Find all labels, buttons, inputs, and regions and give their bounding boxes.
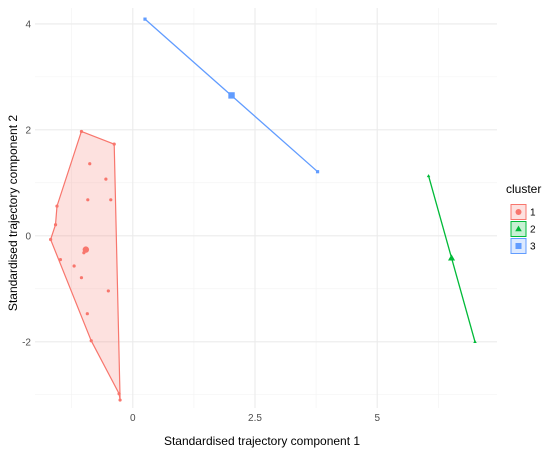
cluster-1-point [89,339,93,343]
grid [35,8,497,408]
cluster-hulls [49,18,476,401]
cluster-1-point [106,289,110,293]
cluster-1-point [53,223,58,227]
cluster-1-point [109,198,113,202]
cluster-1-point [112,142,116,146]
cluster-2-centroid [448,254,456,261]
cluster-1-point [49,237,53,242]
cluster-1-point [88,162,92,166]
tick-labels: 0 2.5 5 -2 0 2 4 [22,19,380,424]
legend-marker-1 [515,209,522,215]
cluster-1-point [85,312,89,316]
cluster-3-point [315,170,320,174]
legend-marker-3 [515,243,522,249]
cluster-1-point [79,276,84,280]
legend-label-3: 3 [530,242,536,253]
x-tick-label: 0 [130,413,136,424]
cluster-1-point [58,258,63,262]
cluster-1-point [86,198,90,202]
cluster-1-hull [49,130,121,401]
cluster-centroids [82,92,456,261]
legend-title: cluster [506,182,541,196]
data-points [49,17,477,402]
x-tick-label: 2.5 [248,413,262,424]
y-tick-label: -2 [22,337,31,348]
cluster-2-point [473,339,477,343]
y-tick-label: 2 [25,125,31,136]
legend-label-2: 2 [530,225,536,236]
cluster-2-point [426,174,431,178]
cluster-3-centroid [228,92,235,99]
cluster-1-point [104,177,108,181]
cluster-1-point [72,264,76,268]
cluster-1-point [55,204,59,208]
legend-label-1: 1 [530,208,536,219]
y-tick-label: 4 [25,19,31,30]
cluster-1-point [118,398,122,402]
cluster-1-point [79,129,84,134]
cluster-1-centroid [82,246,90,253]
y-tick-label: 0 [25,231,31,242]
cluster-3-point [143,17,147,21]
x-axis-title: Standardised trajectory component 1 [164,434,360,448]
x-tick-label: 5 [374,413,380,424]
cluster-1-point [117,392,121,396]
legend-keys: 1 2 3 [510,204,536,254]
legend-marker-2 [515,225,522,232]
y-axis-title: Standardised trajectory component 2 [6,115,20,311]
legend: cluster 1 2 3 [506,182,541,254]
